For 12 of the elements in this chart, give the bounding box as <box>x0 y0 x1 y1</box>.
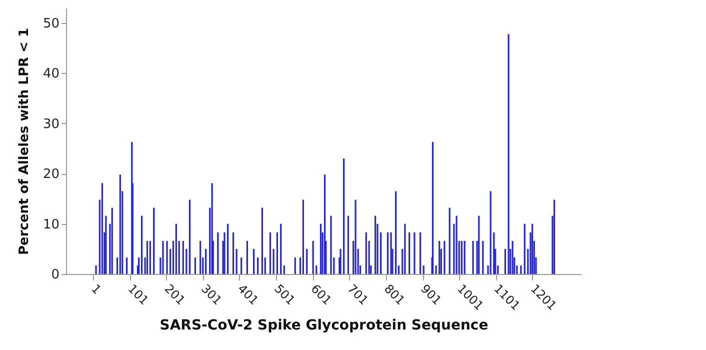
x-tick-label: 601 <box>308 282 334 308</box>
y-axis-title: Percent of Alleles with LPR < 1 <box>16 28 32 255</box>
x-tick-label: 1 <box>88 282 104 297</box>
y-tick-label: 50 <box>42 16 60 32</box>
x-tick-label: 801 <box>381 282 408 308</box>
y-tick-label: 0 <box>51 268 60 282</box>
y-tick-label: 10 <box>42 217 60 232</box>
x-axis-title: SARS-CoV-2 Spike Glycoprotein Sequence <box>160 317 488 334</box>
y-tick-label: 30 <box>42 116 60 132</box>
y-tick-label: 40 <box>42 66 60 82</box>
x-tick-label: 401 <box>235 282 262 308</box>
y-tick-label: 20 <box>42 167 60 182</box>
